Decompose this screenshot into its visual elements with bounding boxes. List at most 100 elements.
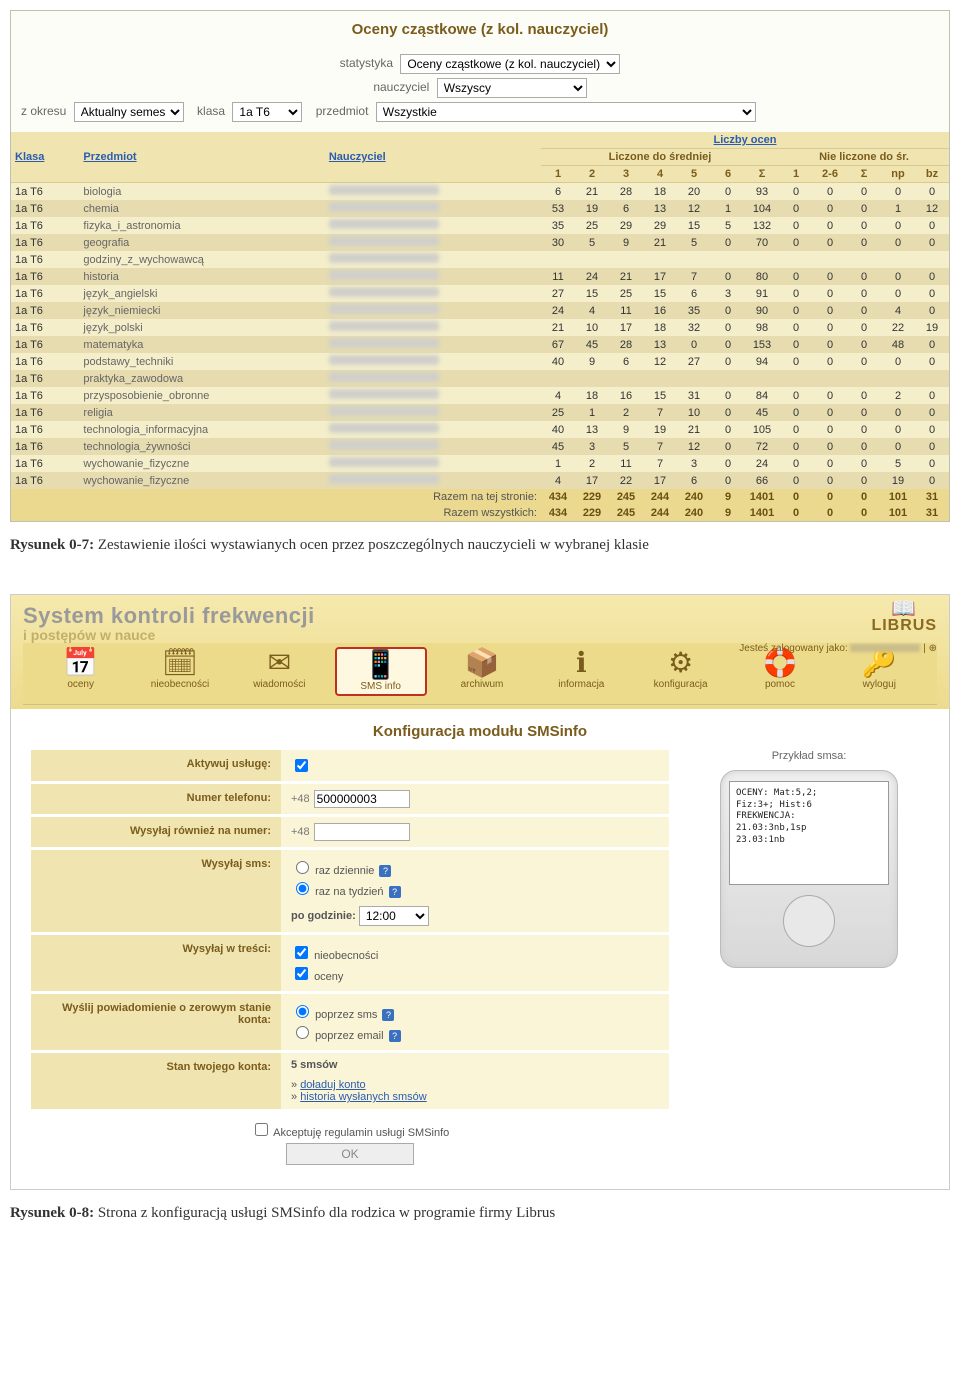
cell-value: 15 (643, 285, 677, 302)
cell-value: 12 (643, 353, 677, 370)
cell-value: 72 (745, 438, 779, 455)
cell-value: 0 (813, 268, 847, 285)
cell-value: 1 (575, 404, 609, 421)
wysylaj-sms-label: Wysyłaj sms: (31, 850, 281, 932)
nav-item-SMS-info[interactable]: 📱SMS info (335, 647, 427, 696)
cell-przedmiot: język_niemiecki (79, 302, 324, 319)
help-icon[interactable]: ? (389, 1030, 401, 1042)
cell-value: 16 (643, 302, 677, 319)
rowniez-input[interactable] (314, 823, 410, 841)
cell-value: 19 (881, 472, 915, 489)
help-icon[interactable]: ? (389, 886, 401, 898)
cell-value: 4 (575, 302, 609, 319)
nav-item-wyloguj[interactable]: 🔑wyloguj (835, 647, 923, 696)
cell-value: 0 (779, 268, 813, 285)
nav-item-nieobecności[interactable]: 🗓nieobecności (136, 647, 224, 696)
cell-value (745, 251, 779, 268)
klasa-select[interactable]: 1a T6 (232, 102, 302, 122)
cell-value: 6 (677, 285, 711, 302)
cell-value: 3 (711, 285, 745, 302)
godzina-select[interactable]: 12:00 (359, 906, 429, 926)
przedmiot-label: przedmiot (316, 104, 369, 118)
SMS-info-icon: 📱 (341, 651, 421, 679)
cell-value: 0 (813, 455, 847, 472)
cell-value: 0 (915, 438, 949, 455)
help-icon[interactable]: ? (382, 1009, 394, 1021)
cell-nauczyciel (325, 234, 541, 251)
nav-item-pomoc[interactable]: 🛟pomoc (736, 647, 824, 696)
table-row: 1a T6chemia5319613121104000112 (11, 200, 949, 217)
cell-value: 1 (711, 200, 745, 217)
poprzez-email-radio[interactable] (296, 1026, 309, 1039)
cell-value (541, 370, 575, 387)
nav-label: informacja (558, 679, 604, 690)
ok-button[interactable]: OK (286, 1143, 414, 1165)
cell-value: 35 (677, 302, 711, 319)
cell-value: 32 (677, 319, 711, 336)
cell-value: 0 (711, 319, 745, 336)
cell-value: 25 (609, 285, 643, 302)
cell-value: 48 (881, 336, 915, 353)
table-row: 1a T6praktyka_zawodowa (11, 370, 949, 387)
cell-value: 0 (847, 421, 881, 438)
cell-value: 16 (609, 387, 643, 404)
cell-value: 0 (847, 302, 881, 319)
nauczyciel-select[interactable]: Wszyscy (437, 78, 587, 98)
sum-cell: 0 (779, 489, 813, 505)
raz-tydzien-radio[interactable] (296, 882, 309, 895)
help-icon[interactable]: ? (379, 865, 391, 877)
nav-item-wiadomości[interactable]: ✉wiadomości (235, 647, 323, 696)
col-przedmiot[interactable]: Przedmiot (83, 151, 136, 163)
doladuj-link[interactable]: doładuj konto (300, 1079, 365, 1091)
cell-value: 45 (575, 336, 609, 353)
nav-item-oceny[interactable]: 📅oceny (37, 647, 125, 696)
nav-item-informacja[interactable]: ℹinformacja (537, 647, 625, 696)
table-row: 1a T6język_polski21101718320980002219 (11, 319, 949, 336)
col-klasa[interactable]: Klasa (15, 151, 44, 163)
przedmiot-select[interactable]: Wszystkie (376, 102, 756, 122)
nav-item-archiwum[interactable]: 📦archiwum (438, 647, 526, 696)
cell-value: 0 (847, 336, 881, 353)
cell-value: 5 (711, 217, 745, 234)
cell-przedmiot: biologia (79, 183, 324, 201)
cell-value: 40 (541, 353, 575, 370)
cell-value: 0 (847, 285, 881, 302)
cell-value: 0 (915, 387, 949, 404)
cell-value: 0 (813, 319, 847, 336)
aktywuj-checkbox[interactable] (295, 759, 308, 772)
cell-value: 22 (609, 472, 643, 489)
col-liczby-ocen[interactable]: Liczby ocen (714, 134, 777, 146)
accept-checkbox[interactable] (255, 1123, 268, 1136)
cell-value: 84 (745, 387, 779, 404)
numer-input[interactable] (314, 790, 410, 808)
cell-value: 19 (915, 319, 949, 336)
cell-value (711, 370, 745, 387)
book-icon: 📖 (871, 601, 937, 617)
okres-select[interactable]: Aktualny semestr (74, 102, 184, 122)
cell-value: 0 (711, 421, 745, 438)
cell-value (847, 370, 881, 387)
cell-value: 15 (575, 285, 609, 302)
cell-value: 11 (609, 302, 643, 319)
sum-cell: 0 (847, 489, 881, 505)
raz-dziennie-radio[interactable] (296, 861, 309, 874)
stan-label: Stan twojego konta: (31, 1053, 281, 1109)
cell-nauczyciel (325, 472, 541, 489)
cell-value: 0 (711, 234, 745, 251)
statystyka-select[interactable]: Oceny cząstkowe (z kol. nauczyciel) (400, 54, 620, 74)
oceny-check[interactable] (295, 967, 308, 980)
cell-value: 24 (745, 455, 779, 472)
cell-nauczyciel (325, 200, 541, 217)
cell-value: 0 (711, 302, 745, 319)
nieobecnosci-check[interactable] (295, 946, 308, 959)
cell-value (609, 251, 643, 268)
nav-item-konfiguracja[interactable]: ⚙konfiguracja (637, 647, 725, 696)
cell-klasa: 1a T6 (11, 353, 79, 370)
col-nauczyciel[interactable]: Nauczyciel (329, 151, 386, 163)
poprzez-sms-radio[interactable] (296, 1005, 309, 1018)
cell-value: 0 (813, 183, 847, 201)
historia-link[interactable]: historia wysłanych smsów (300, 1091, 427, 1103)
cell-klasa: 1a T6 (11, 183, 79, 201)
col-header: 4 (643, 166, 677, 183)
cell-value: 66 (745, 472, 779, 489)
